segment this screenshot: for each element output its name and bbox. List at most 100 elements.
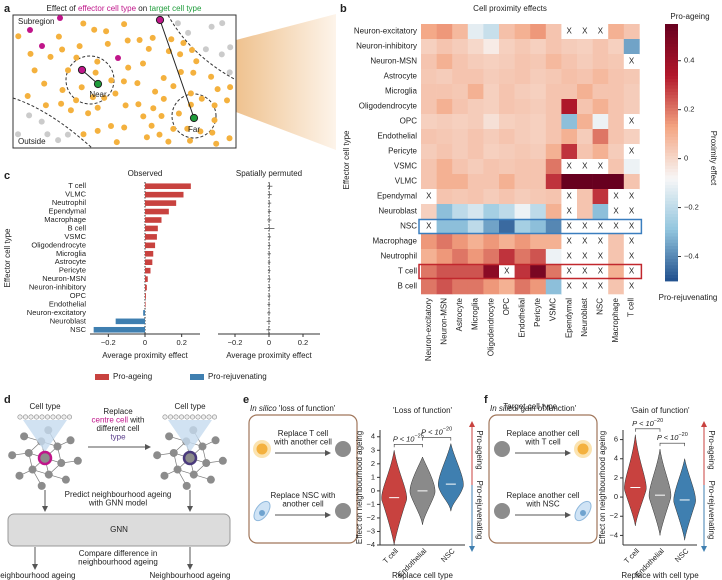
cell-dot <box>41 80 48 87</box>
cell-dot <box>76 43 83 50</box>
box-text: with T cell <box>524 438 560 447</box>
heat-cell <box>514 39 531 55</box>
colorbar-slice <box>665 187 678 192</box>
heat-cell <box>545 249 562 265</box>
heat-cell <box>436 99 453 115</box>
heat-cell <box>545 84 562 100</box>
heat-cell <box>608 84 625 100</box>
heat-cell <box>483 234 500 250</box>
violin <box>624 434 647 526</box>
cell-type-label: Cell type <box>29 402 61 411</box>
cell-dot <box>103 28 110 35</box>
graph-node <box>198 442 207 451</box>
p-text: P < 10 <box>632 419 654 428</box>
colorbar-slice <box>665 165 678 169</box>
colorbar-slice <box>665 197 678 202</box>
heat-cell <box>514 174 531 190</box>
legend-swatch <box>95 374 109 380</box>
heat-cell <box>577 99 593 115</box>
cell-dot <box>170 83 177 90</box>
row-label: Microglia <box>385 87 418 96</box>
row-label: VLMC <box>395 177 417 186</box>
centre-node <box>182 450 198 466</box>
graph-node <box>218 456 227 465</box>
missing-mark: X <box>582 162 588 171</box>
colorbar-slice <box>665 36 678 41</box>
empty-cell <box>623 114 640 129</box>
heat-cell <box>577 84 593 100</box>
far-zone <box>171 93 217 139</box>
colorbar-slice <box>665 271 678 275</box>
heat-cell <box>561 84 578 100</box>
graph-node <box>15 471 24 480</box>
cell-dot <box>152 88 159 95</box>
scenario-box <box>488 414 598 544</box>
y-tick-label: −1 <box>366 499 375 508</box>
bar <box>145 183 191 190</box>
cell-dot <box>108 123 114 129</box>
violin <box>438 443 464 512</box>
heat-cell <box>452 114 469 130</box>
direction-label: Pro-rejuvenating <box>707 481 716 540</box>
heat-cell <box>514 159 531 175</box>
empty-cell <box>608 189 624 204</box>
colorbar-slice <box>665 226 678 230</box>
cell-dot <box>209 129 216 136</box>
region-boundary <box>12 97 93 149</box>
cell-dot <box>140 60 146 67</box>
missing-mark: X <box>567 252 573 261</box>
cell-type-beam <box>23 420 67 452</box>
y-tick-label: OPC <box>70 291 87 300</box>
colorbar-slice <box>665 158 678 163</box>
heat-cell <box>436 279 453 295</box>
cell-dot <box>175 110 182 117</box>
colorbar-slice <box>665 81 678 86</box>
y-tick-label: Neuron-inhibitory <box>29 283 86 292</box>
missing-mark: X <box>629 147 635 156</box>
empty-cell <box>499 264 515 279</box>
heat-cell <box>561 174 578 190</box>
heat-cell <box>577 129 593 145</box>
title-part: Effect of <box>47 4 78 13</box>
cell-dot <box>125 64 132 71</box>
heat-cell <box>623 84 640 100</box>
heat-cell <box>530 114 547 130</box>
heat-cell <box>452 84 469 100</box>
cell-dot <box>64 131 71 138</box>
row-label: VSMC <box>394 162 417 171</box>
heat-cell <box>561 54 578 70</box>
cell-dot <box>140 113 147 120</box>
heat-cell <box>530 279 547 295</box>
bar <box>145 276 148 282</box>
colorbar-slice <box>665 210 678 214</box>
bar <box>145 293 146 299</box>
missing-mark: X <box>598 252 604 261</box>
missing-mark: X <box>598 267 604 276</box>
cell-dot <box>38 118 45 125</box>
y-tick-label: NSC <box>70 325 86 334</box>
direction-label: Pro-ageing <box>707 430 716 469</box>
region-label: Subregion <box>18 17 54 26</box>
column-label: Endothelial <box>518 298 527 338</box>
far-link <box>159 19 195 119</box>
colorbar-slice <box>665 85 678 89</box>
x-tick-label: −0.2 <box>228 338 243 347</box>
missing-mark: X <box>598 237 604 246</box>
missing-mark: X <box>504 267 510 276</box>
heat-cell <box>592 39 609 55</box>
colorbar-slice <box>665 219 678 224</box>
missing-mark: X <box>629 57 635 66</box>
highlight-box <box>418 218 643 235</box>
heat-cell <box>530 219 547 235</box>
graph-node <box>173 465 182 474</box>
box-text: with NSC <box>525 500 560 509</box>
colorbar-slice <box>665 56 678 60</box>
cell-dot <box>226 135 233 142</box>
expression-dot <box>22 414 28 420</box>
missing-mark: X <box>426 192 432 201</box>
cell-dot <box>143 134 150 141</box>
title-part: target cell type <box>149 4 202 13</box>
cell-dot <box>15 131 21 138</box>
heat-cell <box>499 54 515 70</box>
column-label: VSMC <box>549 298 558 321</box>
